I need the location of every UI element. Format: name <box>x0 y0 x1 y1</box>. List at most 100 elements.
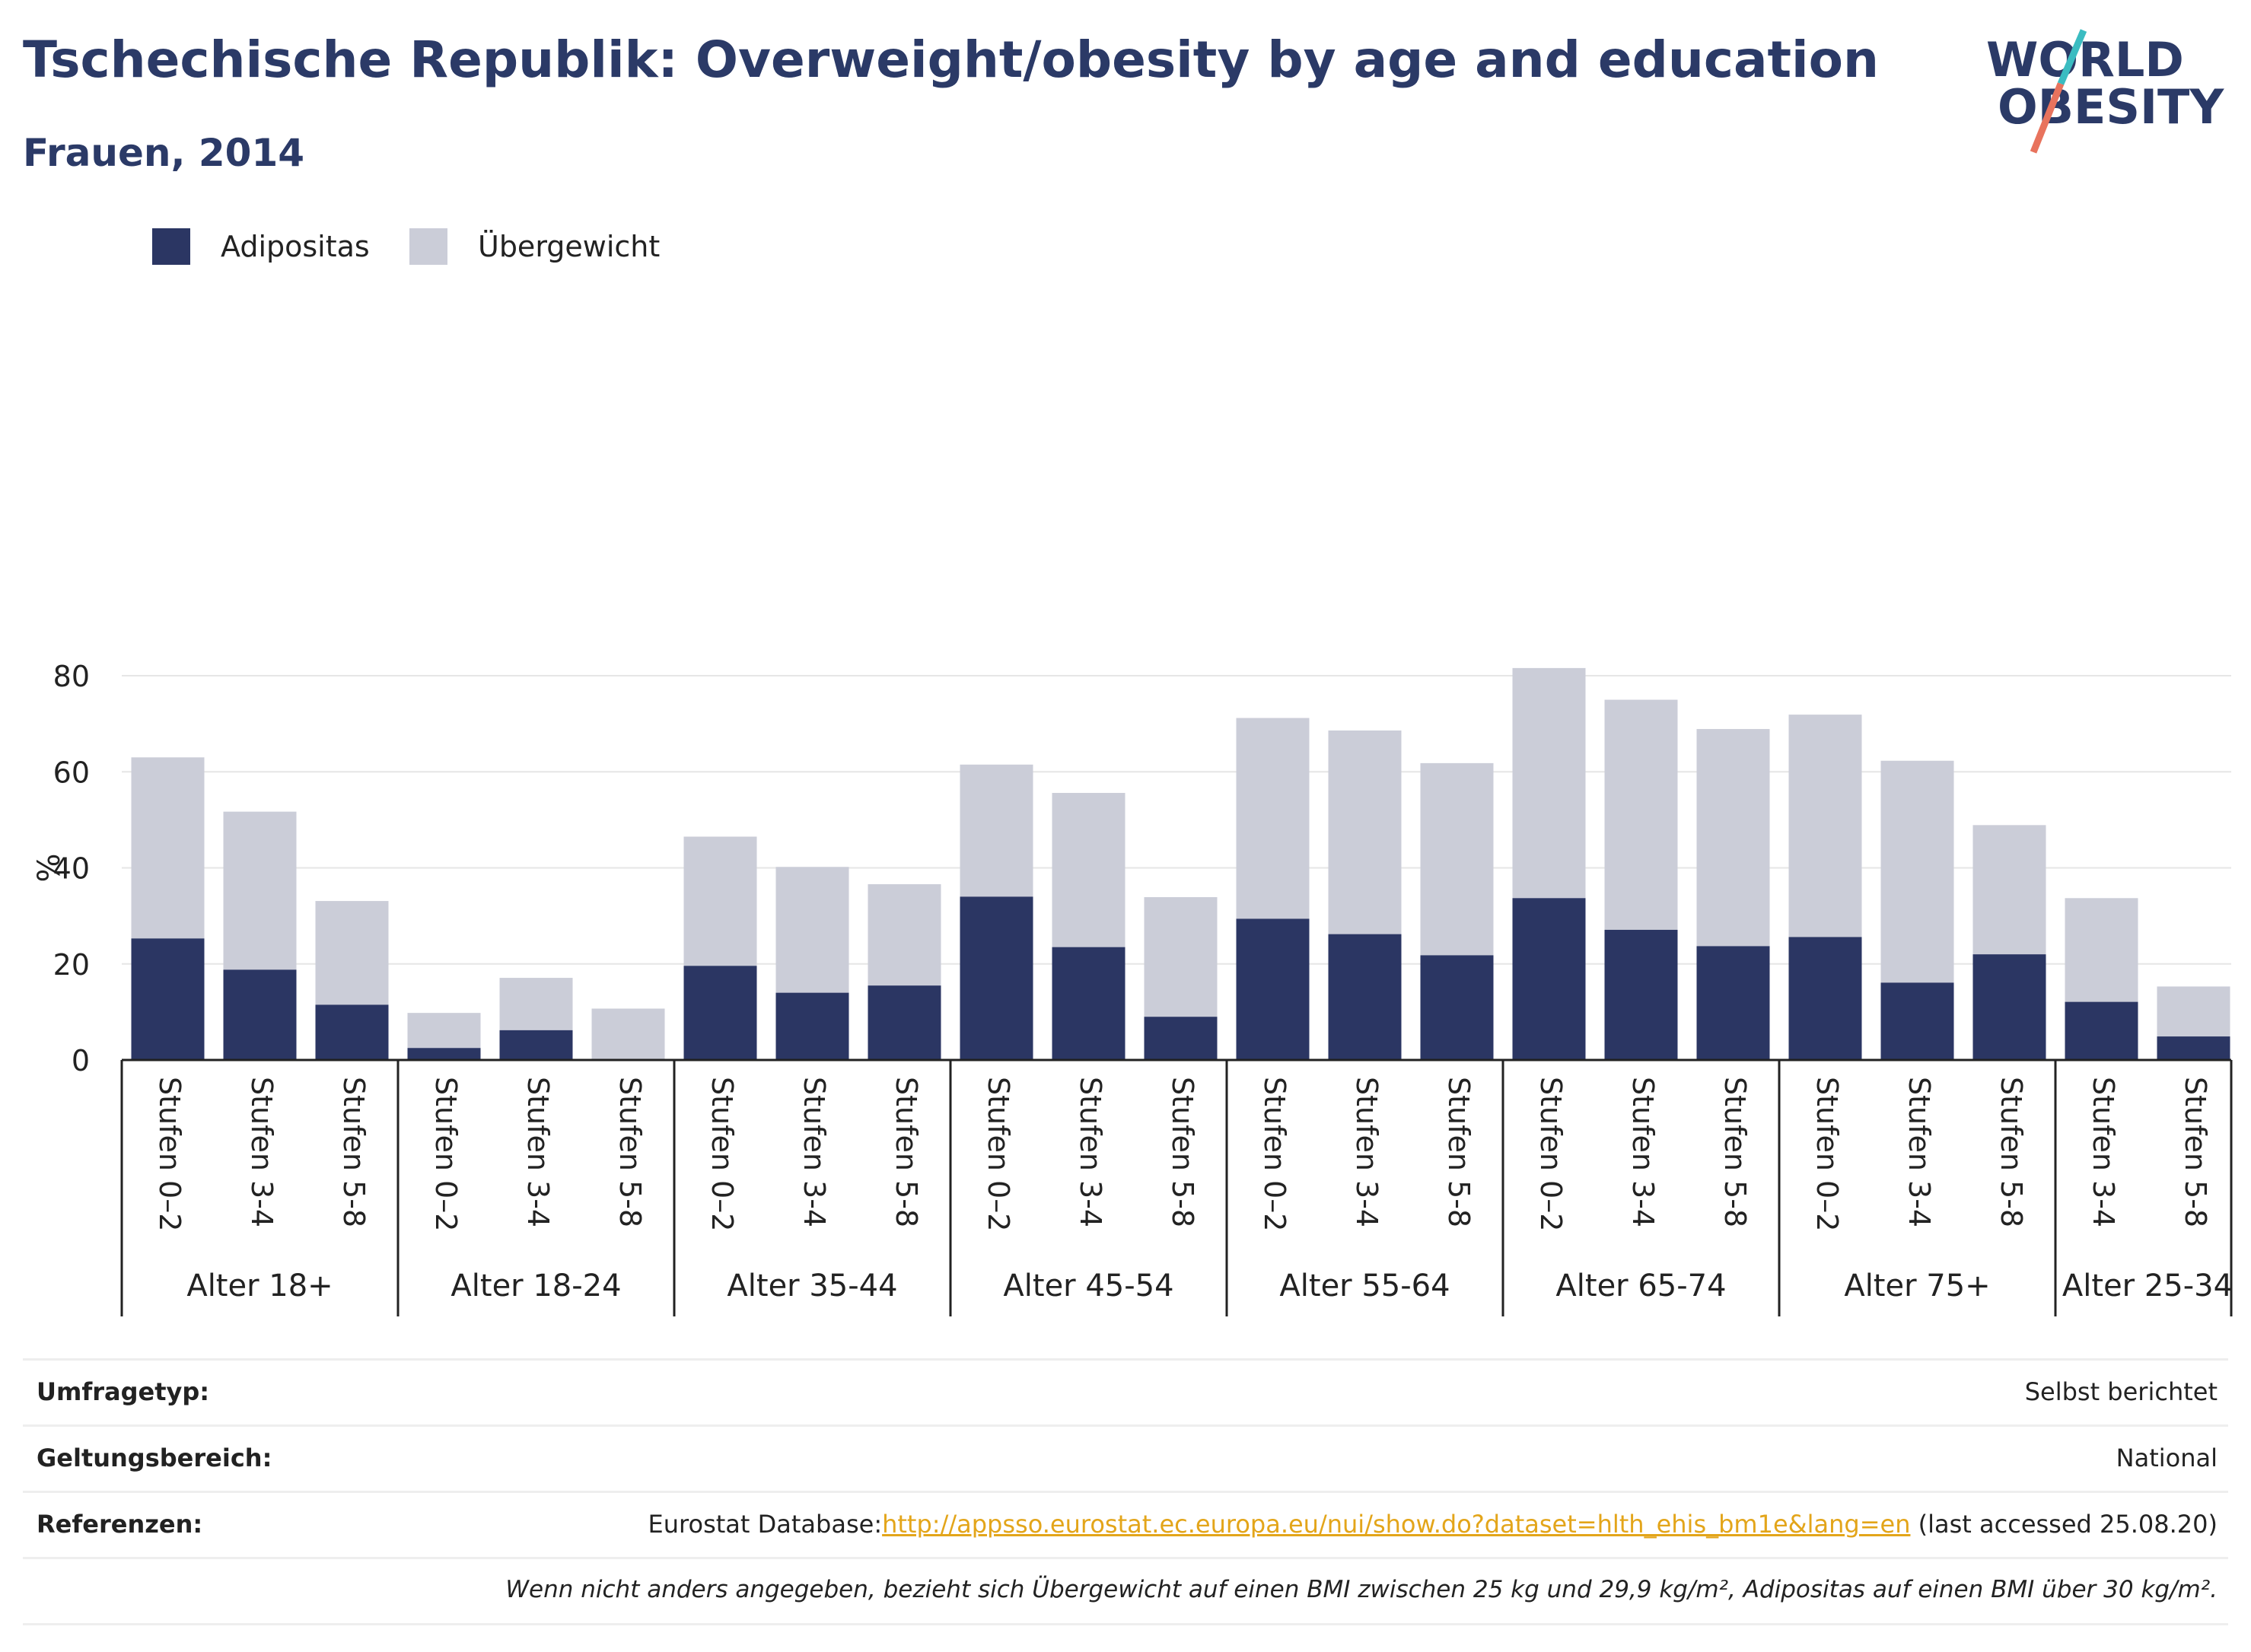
logo-slash-coral <box>2030 82 2065 154</box>
bar-obesity <box>1328 934 1402 1060</box>
references-link[interactable]: http://appsso.eurostat.ec.europa.eu/nui/… <box>882 1510 1911 1539</box>
category-label: Stufen 5-8 <box>613 1077 647 1227</box>
bar-overweight <box>1328 730 1402 934</box>
bar-obesity <box>499 1030 573 1060</box>
logo-line-2: OBESITY <box>1998 79 2224 135</box>
bar-obesity <box>1696 946 1770 1060</box>
group-label: Alter 18-24 <box>451 1268 621 1303</box>
legend-swatch-obesity <box>152 228 190 265</box>
y-tick-label: 40 <box>53 852 90 886</box>
bar-obesity <box>223 969 297 1060</box>
info-table: Umfragetyp: Selbst berichtet Geltungsber… <box>23 1358 2228 1625</box>
bar-obesity <box>1972 954 2046 1060</box>
bar-obesity <box>315 1004 389 1060</box>
group-label: Alter 75+ <box>1844 1268 1990 1303</box>
bar-overweight <box>868 883 941 986</box>
category-label: Stufen 0–2 <box>153 1077 186 1231</box>
category-label: Stufen 0–2 <box>1810 1077 1844 1231</box>
references-label: Referenzen: <box>37 1510 203 1539</box>
logo-slash-teal <box>2057 29 2087 85</box>
bar-obesity <box>131 938 205 1060</box>
category-label: Stufen 3-4 <box>1350 1077 1383 1227</box>
category-label: Stufen 0–2 <box>429 1077 463 1231</box>
bar-obesity <box>1512 898 1586 1060</box>
bar-overweight <box>315 901 389 1005</box>
category-label: Stufen 5-8 <box>2179 1077 2212 1227</box>
bar-obesity <box>868 985 941 1060</box>
category-label: Stufen 5-8 <box>337 1077 371 1227</box>
legend-swatch-overweight <box>409 228 447 265</box>
info-row-survey: Umfragetyp: Selbst berichtet <box>23 1358 2228 1424</box>
bar-overweight <box>683 836 757 966</box>
group-label: Alter 35-44 <box>727 1268 897 1303</box>
category-label: Stufen 3-4 <box>1626 1077 1660 1227</box>
bar-overweight <box>1144 897 1218 1017</box>
bar-obesity <box>775 992 849 1060</box>
bar-overweight <box>960 764 1033 897</box>
info-row-references: Referenzen: Eurostat Database:http://app… <box>23 1491 2228 1557</box>
bar-obesity <box>2065 1001 2138 1060</box>
group-label: Alter 25-34 <box>2062 1268 2233 1303</box>
bar-overweight <box>499 978 573 1030</box>
bar-overweight <box>2157 986 2230 1037</box>
references-value: Eurostat Database:http://appsso.eurostat… <box>648 1510 2218 1539</box>
bar-overweight <box>1420 762 1494 956</box>
bar-overweight <box>1880 760 1954 983</box>
y-tick-label: 20 <box>53 948 90 982</box>
bar-overweight <box>1512 667 1586 899</box>
bar-overweight <box>1696 729 1770 947</box>
bar-overweight <box>407 1013 481 1049</box>
bar-overweight <box>2065 898 2138 1002</box>
category-label: Stufen 5-8 <box>890 1077 923 1227</box>
chart-title: Tschechische Republik: Overweight/obesit… <box>23 30 1880 89</box>
bar-obesity <box>1604 929 1678 1060</box>
group-label: Alter 55-64 <box>1279 1268 1450 1303</box>
y-axis-label: % <box>32 853 67 882</box>
survey-type-value: Selbst berichtet <box>2024 1377 2218 1406</box>
bar-obesity <box>1880 982 1954 1060</box>
bar-overweight <box>131 757 205 939</box>
group-label: Alter 18+ <box>186 1268 333 1303</box>
legend-label-obesity: Adipositas <box>221 230 370 263</box>
bar-obesity <box>1052 947 1126 1060</box>
scope-label: Geltungsbereich: <box>37 1444 272 1472</box>
bar-obesity <box>407 1048 481 1060</box>
info-row-note: Wenn nicht anders angegeben, bezieht sic… <box>23 1557 2228 1625</box>
bar-obesity <box>1236 918 1310 1060</box>
bar-chart: 0 20 40 60 80% Stufen 0–2 Stufen 3-4 Stufen 5-8… <box>32 660 2233 1316</box>
legend-label-overweight: Übergewicht <box>478 230 661 263</box>
category-label: Stufen 5-8 <box>1718 1077 1752 1227</box>
definition-note: Wenn nicht anders angegeben, bezieht sic… <box>505 1576 2218 1603</box>
bar-obesity <box>1788 937 1862 1060</box>
category-label: Stufen 5-8 <box>1166 1077 1199 1227</box>
category-label: Stufen 0–2 <box>1258 1077 1291 1231</box>
category-label: Stufen 3-4 <box>1074 1077 1107 1227</box>
y-tick-label: 80 <box>53 660 90 693</box>
bar-obesity <box>683 966 757 1060</box>
survey-type-label: Umfragetyp: <box>37 1377 210 1406</box>
bar-overweight <box>1788 715 1862 937</box>
bar-overweight <box>223 811 297 970</box>
references-suffix: (last accessed 25.08.20) <box>1910 1510 2218 1539</box>
bar-overweight <box>1972 825 2046 955</box>
bar-overweight <box>591 1008 665 1060</box>
category-label: Stufen 0–2 <box>1534 1077 1568 1231</box>
bar-obesity <box>2157 1036 2230 1060</box>
group-label: Alter 65-74 <box>1555 1268 1726 1303</box>
info-row-scope: Geltungsbereich: National <box>23 1424 2228 1491</box>
category-label: Stufen 0–2 <box>982 1077 1015 1231</box>
category-label: Stufen 5-8 <box>1995 1077 2028 1227</box>
category-label: Stufen 3-4 <box>521 1077 555 1227</box>
group-label: Alter 45-54 <box>1003 1268 1173 1303</box>
y-tick-label: 0 <box>72 1044 90 1077</box>
references-prefix: Eurostat Database: <box>648 1510 883 1539</box>
bar-overweight <box>1604 699 1678 930</box>
category-label: Stufen 0–2 <box>705 1077 739 1231</box>
bar-obesity <box>1420 955 1494 1060</box>
scope-value: National <box>2116 1444 2218 1472</box>
bar-overweight <box>1236 718 1310 919</box>
bar-obesity <box>960 896 1033 1060</box>
category-label: Stufen 3-4 <box>1902 1077 1936 1227</box>
chart-subtitle: Frauen, 2014 <box>23 131 305 175</box>
category-label: Stufen 3-4 <box>798 1077 831 1227</box>
